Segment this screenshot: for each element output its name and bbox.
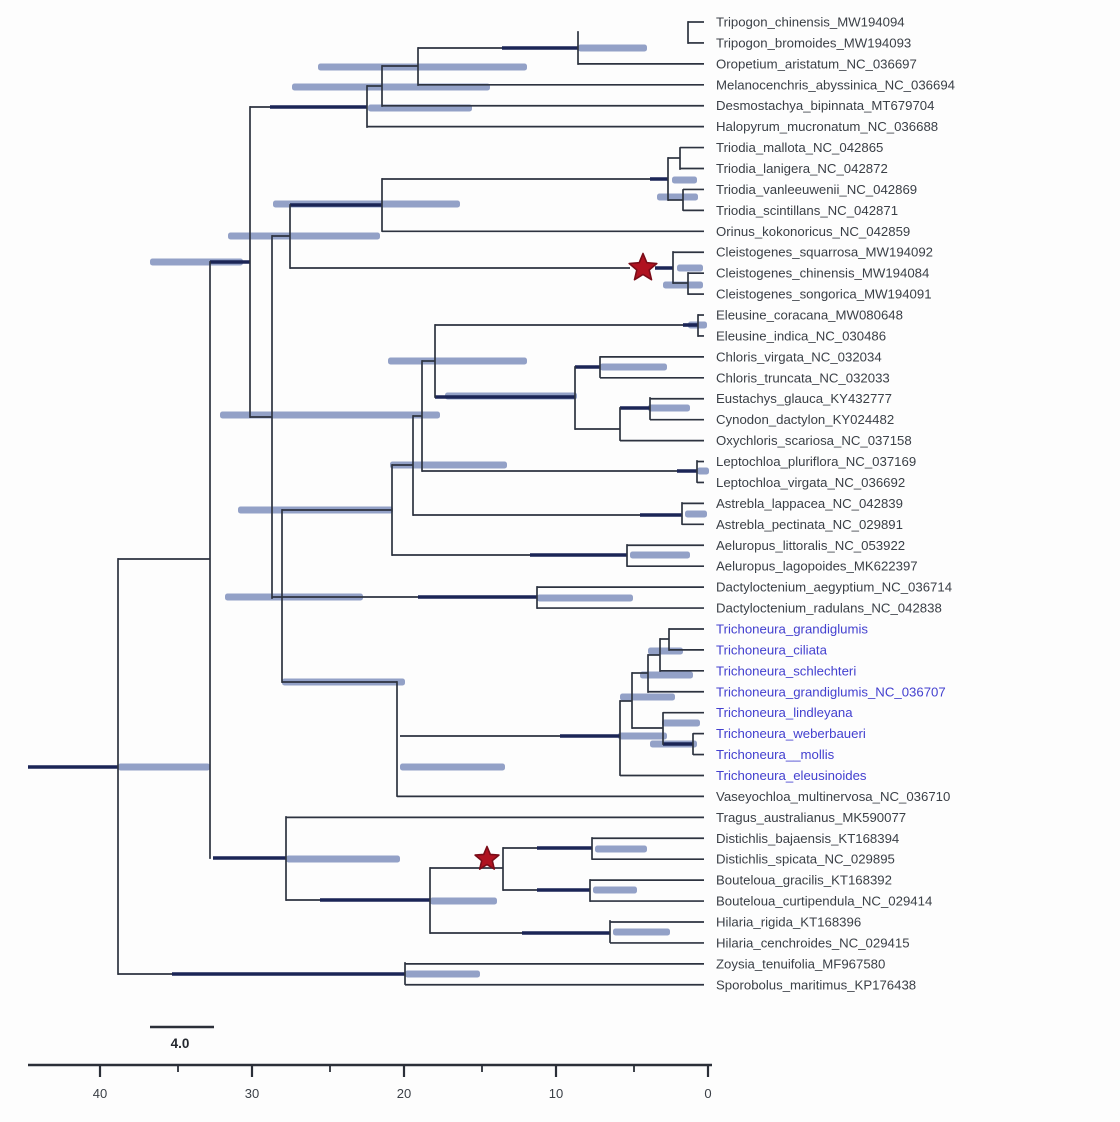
tip-label: Eustachys_glauca_KY432777 [716,391,892,406]
tip-label: Trichoneura_grandiglumis [716,621,868,636]
tip-label: Trichoneura_weberbaueri [716,726,866,741]
tip-label: Tripogon_chinensis_MW194094 [716,15,905,30]
hpd-node-bar [648,404,690,412]
tip-label: Dactyloctenium_aegyptium_NC_036714 [716,580,952,595]
tip-label: Aeluropus_lagopoides_MK622397 [716,559,918,574]
hpd-node-bar [118,763,210,771]
tip-label: Cynodon_dactylon_KY024482 [716,412,894,427]
tip-label: Vaseyochloa_multinervosa_NC_036710 [716,789,950,804]
hpd-node-bar [390,461,507,469]
axis-tick-label: 40 [93,1086,107,1101]
tip-label: Aeluropus_littoralis_NC_053922 [716,538,905,553]
tip-label: Cleistogenes_songorica_MW194091 [716,287,932,302]
tip-label: Zoysia_tenuifolia_MF967580 [716,956,885,971]
hpd-node-bar [430,897,497,905]
hpd-node-bar [537,594,633,602]
tip-label: Triodia_scintillans_NC_042871 [716,203,898,218]
hpd-node-bar [595,845,647,853]
tip-label: Trichoneura_grandiglumis_NC_036707 [716,684,946,699]
tip-label: Leptochloa_virgata_NC_036692 [716,475,905,490]
tip-label: Distichlis_bajaensis_KT168394 [716,831,899,846]
tip-label: Hilaria_rigida_KT168396 [716,914,861,929]
tip-label: Trichoneura_eleusinoides [716,768,867,783]
tip-label: Cleistogenes_squarrosa_MW194092 [716,245,933,260]
tip-label: Leptochloa_pluriflora_NC_037169 [716,454,916,469]
hpd-node-bar [405,970,480,978]
hpd-node-bar [630,551,690,559]
hpd-node-bar [613,928,670,936]
tip-label: Hilaria_cenchroides_NC_029415 [716,935,910,950]
axis-tick-label: 10 [549,1086,563,1101]
axis-tick-label: 30 [245,1086,259,1101]
tip-label: Eleusine_indica_NC_030486 [716,328,886,343]
tip-label: Sporobolus_maritimus_KP176438 [716,977,916,992]
hpd-node-bar [620,693,675,701]
star-icon [474,845,500,870]
hpd-node-bar [618,732,667,740]
scale-bar-label: 4.0 [171,1036,190,1051]
hpd-node-bar [697,467,709,475]
tip-label: Triodia_vanleeuwenii_NC_042869 [716,182,917,197]
star-icon [628,252,658,281]
tip-label: Trichoneura__mollis [716,747,835,762]
hpd-node-bar [220,411,440,419]
tip-label: Halopyrum_mucronatum_NC_036688 [716,119,938,134]
tip-label: Orinus_kokonoricus_NC_042859 [716,224,910,239]
axis-tick-label: 20 [397,1086,411,1101]
tip-label: Distichlis_spicata_NC_029895 [716,852,895,867]
hpd-node-bar [318,63,527,71]
hpd-node-bar [578,44,647,52]
tip-label: Tragus_australianus_MK590077 [716,810,906,825]
hpd-node-bar [388,357,527,365]
tip-label: Astrebla_pectinata_NC_029891 [716,517,903,532]
tip-label: Tripogon_bromoides_MW194093 [716,35,911,50]
tip-label: Triodia_mallota_NC_042865 [716,140,883,155]
hpd-node-bar [600,363,667,371]
tip-label: Bouteloua_curtipendula_NC_029414 [716,894,932,909]
tip-label: Eleusine_coracana_MW080648 [716,308,903,323]
tip-label: Melanocenchris_abyssinica_NC_036694 [716,77,955,92]
tip-label: Trichoneura_ciliata [716,642,828,657]
hpd-node-bar [593,886,637,894]
hpd-node-bar [228,232,380,240]
tip-label: Chloris_truncata_NC_032033 [716,370,890,385]
tip-label: Cleistogenes_chinensis_MW194084 [716,266,929,281]
tip-label: Trichoneura_schlechteri [716,663,856,678]
tip-label: Dactyloctenium_radulans_NC_042838 [716,601,942,616]
hpd-node-bar [677,264,703,272]
tip-label: Chloris_virgata_NC_032034 [716,349,882,364]
hpd-node-bar [648,647,683,655]
tip-label: Oropetium_aristatum_NC_036697 [716,56,917,71]
hpd-node-bar [400,763,505,771]
tip-label: Astrebla_lappacea_NC_042839 [716,496,903,511]
hpd-node-bar [672,176,697,184]
hpd-node-bar [640,671,693,679]
axis-tick-label: 0 [704,1086,711,1101]
tip-label: Triodia_lanigera_NC_042872 [716,161,888,176]
hpd-node-bar [662,719,700,727]
tip-label: Bouteloua_gracilis_KT168392 [716,873,892,888]
tip-label: Desmostachya_bipinnata_MT679704 [716,98,934,113]
tip-label: Trichoneura_lindleyana [716,705,853,720]
tip-label: Oxychloris_scariosa_NC_037158 [716,433,912,448]
hpd-node-bar [286,855,400,863]
hpd-node-bar [685,510,707,518]
